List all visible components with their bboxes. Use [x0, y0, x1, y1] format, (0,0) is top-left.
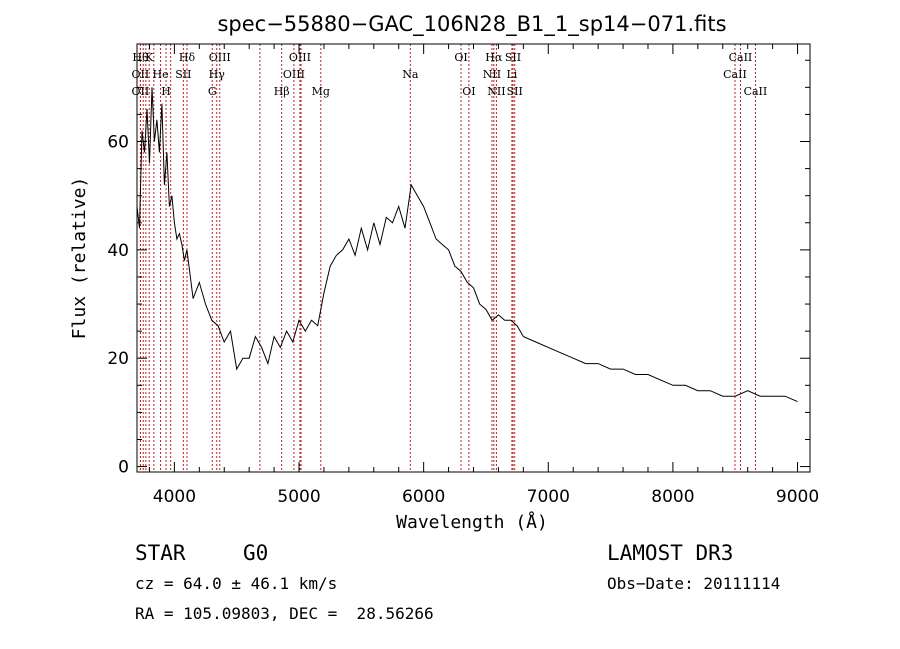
line-label: K — [145, 51, 154, 64]
observation-date: Obs−Date: 20111114 — [607, 574, 781, 593]
line-label: G — [208, 85, 217, 98]
x-tick-label: 9000 — [776, 487, 819, 507]
x-axis-label: Wavelength (Å) — [396, 511, 548, 533]
line-label: Mg — [312, 85, 330, 98]
x-tick-label: 7000 — [527, 487, 570, 507]
survey-name: LAMOST DR3 — [607, 541, 734, 565]
line-label: CaII — [723, 68, 747, 81]
y-tick-label: 0 — [118, 458, 129, 478]
line-label: OII — [132, 85, 150, 98]
y-axis-label: Flux (relative) — [69, 177, 90, 340]
y-tick-label: 60 — [107, 133, 129, 153]
object-class: STAR — [135, 541, 186, 565]
plot-frame — [136, 43, 811, 473]
line-label: Hβ — [274, 85, 290, 98]
x-tick-label: 5000 — [277, 487, 320, 507]
x-tick-label: 4000 — [153, 487, 196, 507]
line-label: NII — [483, 68, 501, 81]
chart-title: spec−55880−GAC_106N28_B1_1_sp14−071.fits — [217, 12, 726, 37]
line-label: SII — [505, 51, 521, 64]
line-label: CaII — [744, 85, 768, 98]
y-axis-ticks: 0 20 40 60 — [107, 59, 810, 478]
line-label: SII — [507, 85, 523, 98]
spectrum-line — [136, 87, 798, 403]
plot-axes — [136, 43, 811, 473]
line-label: Hδ — [179, 51, 196, 64]
y-tick-label: 20 — [107, 349, 129, 369]
line-label: OII — [132, 68, 150, 81]
line-label: OIII — [209, 51, 231, 64]
line-label: He — [153, 68, 169, 81]
line-label: OI — [454, 51, 467, 64]
x-tick-label: 6000 — [402, 487, 445, 507]
line-label: OI — [462, 85, 475, 98]
ra-dec-coordinates: RA = 105.09803, DEC = 28.56266 — [135, 604, 434, 623]
line-label: OIII — [283, 68, 305, 81]
line-label: Na — [402, 68, 419, 81]
line-label: CaII — [729, 51, 753, 64]
emission-line-markers — [139, 44, 756, 472]
line-label: H — [161, 85, 171, 98]
x-tick-label: 8000 — [651, 487, 694, 507]
y-tick-label: 40 — [107, 241, 129, 261]
line-label: Hα — [485, 51, 503, 64]
line-label: OIII — [289, 51, 311, 64]
redshift-velocity: cz = 64.0 ± 46.1 km/s — [135, 574, 338, 593]
line-label: SII — [175, 68, 191, 81]
line-label: Hγ — [209, 68, 226, 81]
object-subclass: G0 — [243, 541, 269, 565]
x-axis-ticks: 4000 5000 6000 7000 8000 9000 — [148, 44, 819, 507]
line-label: NII — [487, 85, 505, 98]
line-label: Li — [506, 68, 517, 81]
